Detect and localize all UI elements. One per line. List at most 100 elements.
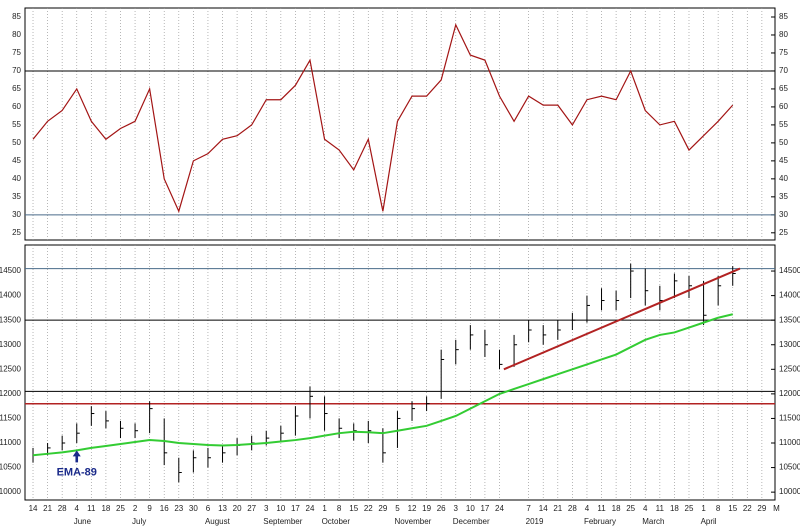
y-tick-label-right: 55 bbox=[779, 120, 788, 129]
y-tick-label-right: 85 bbox=[779, 12, 788, 21]
y-tick-label-right: 11000 bbox=[779, 438, 800, 447]
price-bar bbox=[134, 423, 139, 439]
x-tick-label: 15 bbox=[728, 504, 737, 513]
price-bar bbox=[528, 320, 532, 343]
x-tick-label: 3 bbox=[454, 504, 459, 513]
x-tick-label: 3 bbox=[264, 504, 269, 513]
y-tick-label: 10000 bbox=[0, 487, 22, 496]
price-bar bbox=[338, 418, 343, 439]
price-bar bbox=[61, 435, 66, 451]
x-tick-label: 28 bbox=[568, 504, 577, 513]
x-tick-label: M bbox=[773, 504, 780, 513]
month-label: December bbox=[453, 517, 490, 526]
x-tick-label: 25 bbox=[626, 504, 635, 513]
price-bar bbox=[294, 406, 299, 436]
price-bar bbox=[688, 275, 692, 299]
x-tick-label: 29 bbox=[378, 504, 387, 513]
ema-line bbox=[32, 313, 733, 457]
x-tick-label: 22 bbox=[364, 504, 373, 513]
x-tick-label: 17 bbox=[291, 504, 300, 513]
x-tick-label: 22 bbox=[743, 504, 752, 513]
y-tick-label: 25 bbox=[12, 228, 21, 237]
x-tick-label: 11 bbox=[87, 504, 96, 513]
price-bar bbox=[615, 290, 620, 311]
price-bar bbox=[222, 445, 226, 463]
x-tick-label: 23 bbox=[174, 504, 183, 513]
price-bar bbox=[542, 325, 547, 345]
price-bar bbox=[192, 450, 197, 473]
price-bar bbox=[498, 349, 503, 370]
x-tick-label: 28 bbox=[58, 504, 67, 513]
price-bar bbox=[469, 325, 474, 350]
x-tick-label: 15 bbox=[349, 504, 358, 513]
month-label: March bbox=[642, 517, 664, 526]
y-tick-label: 65 bbox=[12, 84, 21, 93]
y-tick-label: 12500 bbox=[0, 364, 22, 373]
rsi-line bbox=[32, 23, 734, 213]
x-tick-label: 19 bbox=[422, 504, 431, 513]
price-panel bbox=[24, 244, 776, 501]
y-tick-label-right: 70 bbox=[779, 66, 788, 75]
y-tick-label-right: 40 bbox=[779, 174, 788, 183]
y-tick-label: 14000 bbox=[0, 291, 22, 300]
month-label: October bbox=[322, 517, 351, 526]
x-tick-label: 5 bbox=[395, 504, 400, 513]
price-bar bbox=[105, 411, 109, 429]
price-bar bbox=[178, 457, 182, 483]
x-tick-label: 8 bbox=[716, 504, 721, 513]
y-tick-label-right: 45 bbox=[779, 156, 788, 165]
x-tick-label: 2 bbox=[133, 504, 138, 513]
month-label: September bbox=[263, 517, 302, 526]
x-tick-label: 4 bbox=[643, 504, 648, 513]
x-tick-label: 10 bbox=[466, 504, 475, 513]
x-tick-label: 18 bbox=[612, 504, 621, 513]
y-tick-label: 30 bbox=[12, 210, 21, 219]
price-bar bbox=[324, 396, 328, 431]
y-tick-label-right: 14500 bbox=[779, 266, 800, 275]
price-bar bbox=[119, 420, 124, 439]
y-tick-label: 13000 bbox=[0, 340, 22, 349]
y-tick-label-right: 13500 bbox=[779, 315, 800, 324]
x-tick-label: 12 bbox=[408, 504, 417, 513]
x-tick-label: 21 bbox=[43, 504, 52, 513]
x-tick-label: 14 bbox=[29, 504, 38, 513]
y-tick-label: 60 bbox=[12, 102, 21, 111]
y-tick-label-right: 80 bbox=[779, 30, 788, 39]
y-tick-label-right: 35 bbox=[779, 192, 788, 201]
y-tick-label: 12000 bbox=[0, 389, 22, 398]
x-tick-label: 27 bbox=[247, 504, 256, 513]
y-tick-label-right: 10000 bbox=[779, 487, 800, 496]
y-tick-label: 75 bbox=[12, 48, 21, 57]
price-bar bbox=[76, 423, 80, 444]
x-tick-label: 24 bbox=[495, 504, 504, 513]
x-tick-label: 17 bbox=[480, 504, 489, 513]
x-tick-label: 6 bbox=[206, 504, 211, 513]
annotation-arrow bbox=[72, 450, 81, 463]
y-tick-label-right: 30 bbox=[779, 210, 788, 219]
y-tick-label-right: 12500 bbox=[779, 364, 800, 373]
month-label: February bbox=[584, 517, 616, 526]
trendline bbox=[503, 267, 741, 371]
x-tick-label: 9 bbox=[147, 504, 152, 513]
x-tick-label: 1 bbox=[322, 504, 327, 513]
y-tick-label: 35 bbox=[12, 192, 21, 201]
price-bar bbox=[717, 275, 722, 306]
y-tick-label-right: 65 bbox=[779, 84, 788, 93]
x-tick-label: 8 bbox=[337, 504, 342, 513]
price-bar bbox=[440, 349, 445, 399]
x-tick-label: 25 bbox=[685, 504, 694, 513]
y-tick-label: 45 bbox=[12, 156, 21, 165]
price-bar bbox=[703, 280, 707, 326]
price-bar bbox=[673, 273, 678, 299]
price-bar bbox=[659, 285, 663, 311]
x-tick-label: 11 bbox=[597, 504, 606, 513]
month-label: June bbox=[74, 517, 92, 526]
y-tick-label: 50 bbox=[12, 138, 21, 147]
y-tick-label: 10500 bbox=[0, 463, 22, 472]
y-tick-label-right: 14000 bbox=[779, 291, 800, 300]
x-tick-label: 21 bbox=[553, 504, 562, 513]
y-tick-label: 80 bbox=[12, 30, 21, 39]
y-tick-label-right: 11500 bbox=[779, 414, 800, 423]
price-bar bbox=[557, 320, 561, 340]
